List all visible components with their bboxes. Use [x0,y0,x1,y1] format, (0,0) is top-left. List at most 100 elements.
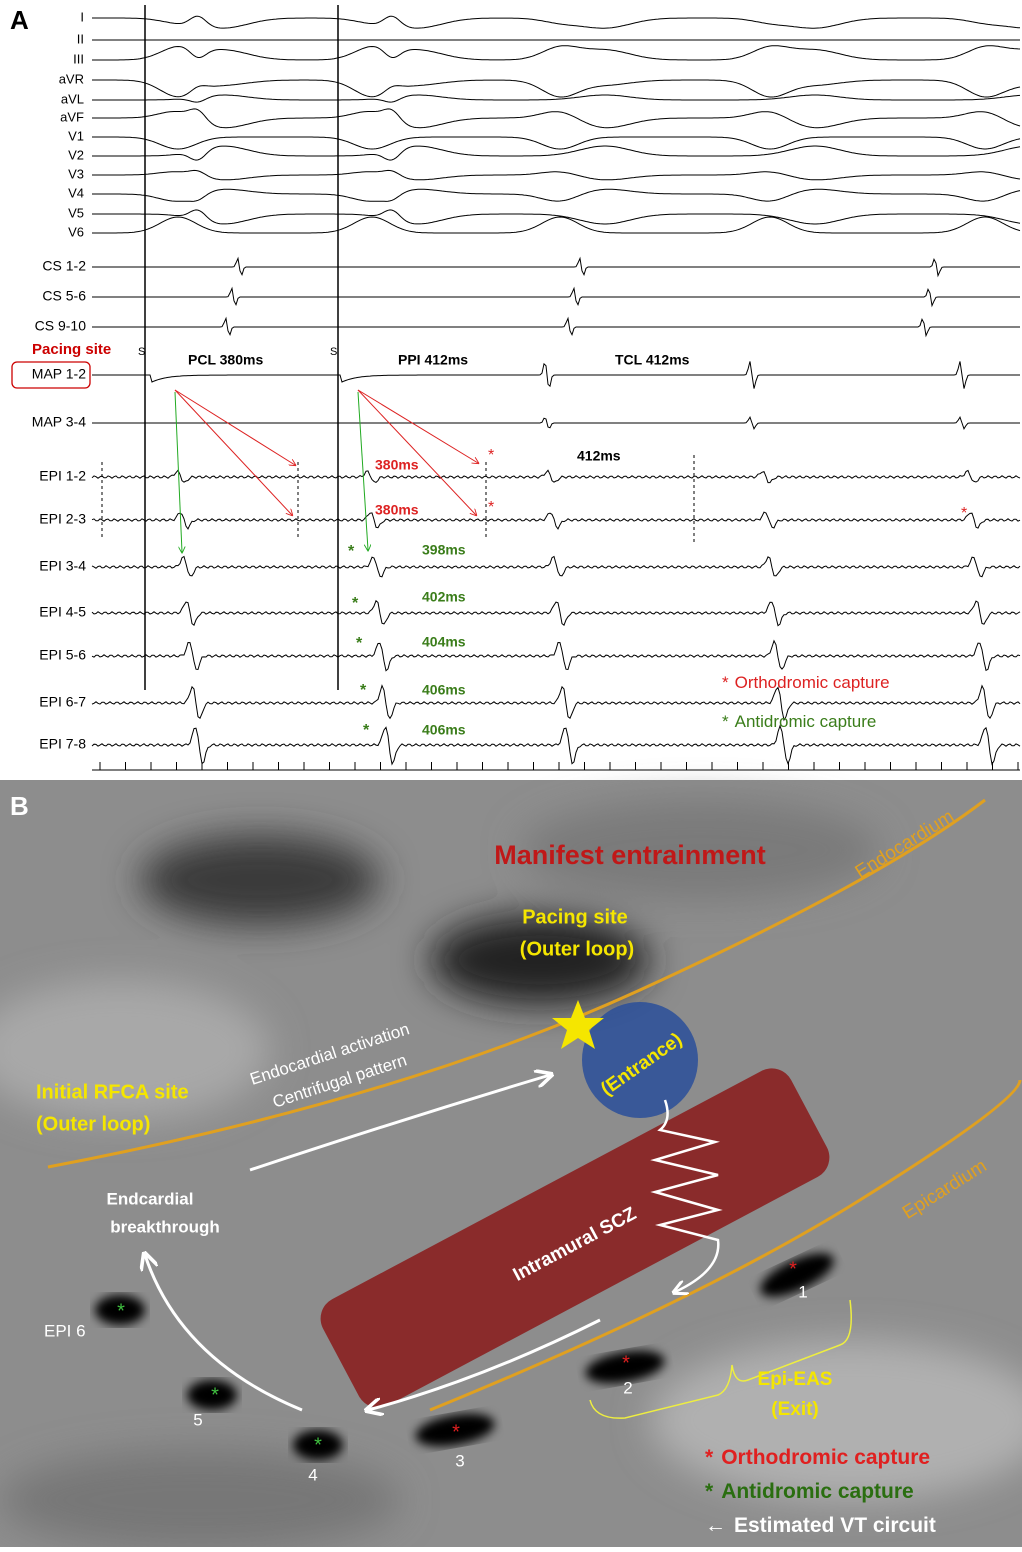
trace [92,46,1020,60]
trace [92,318,1020,335]
arrow [358,390,478,463]
channel-label: EPI 2-3 [39,511,86,527]
legend-entry: * Orthodromic capture [722,673,890,692]
interval: 406ms [422,682,466,698]
interval: 380ms [375,502,419,518]
site-number: 2 [623,1378,632,1397]
channel-label: CS 1-2 [42,258,86,274]
arrow [358,390,476,515]
exit: (Exit) [771,1399,819,1420]
orthodromic-marker: * [452,1421,460,1443]
figure: A IIIIIIaVRaVLaVFV1V2V3V4V5V6CS 1-2CS 5-… [0,0,1022,1547]
panel-label: B [10,791,29,821]
legend-entry: * Orthodromic capture [705,1446,930,1469]
trace [92,146,1020,160]
legend-entry: * Antidromic capture [722,712,876,731]
antidromic-marker: * [360,682,367,699]
site-number: 5 [193,1410,202,1429]
legend-label: Estimated VT circuit [734,1514,936,1537]
channel-label: V1 [68,128,84,143]
channel-label: V3 [68,166,84,181]
trace [92,80,1020,97]
trace [92,726,1020,764]
channel-label: aVR [59,71,84,86]
interval: 380ms [375,457,419,473]
channel-label: MAP 3-4 [32,414,86,430]
pacing-site: (Outer loop) [520,938,634,960]
antidromic-marker: * [117,1300,125,1322]
trace [92,217,1020,233]
legend-marker: * [705,1446,714,1469]
orthodromic-marker: * [622,1352,630,1374]
legend-label: Orthodromic capture [735,673,890,692]
rfca-site: Initial RFCA site [36,1081,189,1103]
antidromic-marker: * [356,635,363,652]
legend-entry: ← Estimated VT circuit [705,1514,936,1537]
channel-label: V2 [68,147,84,162]
interval: 412ms [577,448,621,464]
channel-label: III [73,51,84,66]
tcl: TCL 412ms [615,352,690,368]
interval: 398ms [422,542,466,558]
legend-marker: * [705,1480,714,1503]
trace [92,16,1020,28]
antidromic-marker: * [363,722,370,739]
orthodromic-marker: * [488,499,494,516]
channel-label: V4 [68,185,84,200]
trace [92,170,1020,179]
pacing-site: Pacing site [522,906,628,928]
legend-entry: * Antidromic capture [705,1480,914,1503]
breakthrough: breakthrough [110,1217,220,1236]
orthodromic-marker: * [789,1258,797,1280]
trace [92,258,1020,275]
site-number: 4 [308,1465,317,1484]
interval: 404ms [422,634,466,650]
legend-marker: * [722,712,729,731]
stim: S [138,346,145,358]
antidromic-marker: * [314,1434,322,1456]
rfca-site: (Outer loop) [36,1113,150,1135]
trace [92,109,1020,128]
channel-label: CS 9-10 [35,318,87,334]
legend-label: Antidromic capture [735,712,877,731]
trace [92,470,1020,482]
site-number: 1 [798,1282,807,1301]
trace [92,557,1020,577]
ppi: PPI 412ms [398,352,468,368]
legend-label: Antidromic capture [721,1480,914,1503]
channel-label: II [77,31,84,46]
trace [92,641,1020,671]
pacing-site: Pacing site [32,341,111,358]
pcl: PCL 380ms [188,352,263,368]
trace [92,417,1020,429]
site-number: 3 [455,1451,464,1470]
antidromic-marker: * [348,543,355,560]
legend-label: Orthodromic capture [721,1446,930,1469]
orthodromic-marker: * [488,447,494,464]
epi-label: EPI 6 [44,1321,86,1340]
legend-marker: ← [705,1514,726,1537]
channel-label: V6 [68,224,84,239]
exit: Epi-EAS [758,1369,833,1390]
channel-label: V5 [68,205,84,220]
trace [92,601,1020,626]
trace [92,288,1020,305]
channel-label: EPI 6-7 [39,694,86,710]
title: Manifest entrainment [494,840,766,870]
channel-label: aVL [61,91,84,106]
interval: 402ms [422,589,466,605]
trace [92,137,1020,149]
breakthrough: Endcardial [107,1189,194,1208]
channel-label: I [80,9,84,24]
antidromic-marker: * [352,595,359,612]
antidromic-marker: * [211,1384,219,1406]
channel-label: EPI 7-8 [39,736,86,752]
channel-label: aVF [60,109,84,124]
legend-marker: * [722,673,729,692]
channel-label: EPI 5-6 [39,647,86,663]
stim: S [330,346,337,358]
interval: 406ms [422,722,466,738]
trace [92,189,1020,201]
